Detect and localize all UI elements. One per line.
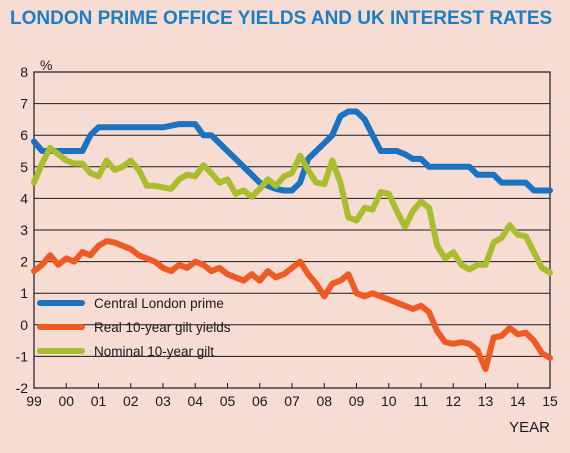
legend-label: Central London prime: [94, 296, 224, 311]
y-tick-label: 5: [20, 159, 28, 175]
y-tick-label: 0: [20, 317, 28, 333]
x-tick-label: 09: [349, 393, 365, 409]
legend-label: Nominal 10-year gilt: [94, 344, 214, 359]
y-tick-label: 7: [20, 96, 28, 112]
y-tick-label: 6: [20, 127, 28, 143]
y-tick-label: 2: [20, 254, 28, 270]
x-tick-label: 13: [478, 393, 494, 409]
x-tick-label: 02: [123, 393, 139, 409]
x-axis-label: YEAR: [509, 419, 550, 436]
y-tick-label: 3: [20, 222, 28, 238]
x-tick-label: 07: [284, 393, 300, 409]
series-line-1: [31, 108, 553, 194]
x-tick-label: 00: [58, 393, 74, 409]
x-tick-label: 12: [445, 393, 461, 409]
y-tick-label: -1: [16, 348, 29, 364]
y-tick-label: -2: [16, 380, 29, 396]
chart-title: LONDON PRIME OFFICE YIELDS AND UK INTERE…: [10, 8, 553, 29]
x-tick-label: 10: [381, 393, 397, 409]
y-tick-label: 1: [20, 285, 28, 301]
series-line-3: [31, 144, 553, 276]
legend-label: Real 10-year gilt yields: [94, 320, 231, 335]
x-tick-label: 11: [414, 393, 429, 409]
x-tick-label: 15: [542, 393, 558, 409]
x-tick-label: 03: [155, 393, 171, 409]
y-tick-label: 8: [20, 64, 28, 80]
series-line-2: [31, 238, 553, 372]
x-tick-label: 05: [220, 393, 236, 409]
x-tick-label: 14: [510, 393, 526, 409]
x-tick-label: 04: [187, 393, 203, 409]
y-tick-label: 4: [20, 190, 28, 206]
x-tick-label: 01: [91, 393, 107, 409]
x-tick-label: 06: [252, 393, 268, 409]
x-tick-label: 08: [316, 393, 332, 409]
x-tick-label: 99: [26, 393, 42, 409]
y-axis-unit: %: [40, 57, 52, 73]
